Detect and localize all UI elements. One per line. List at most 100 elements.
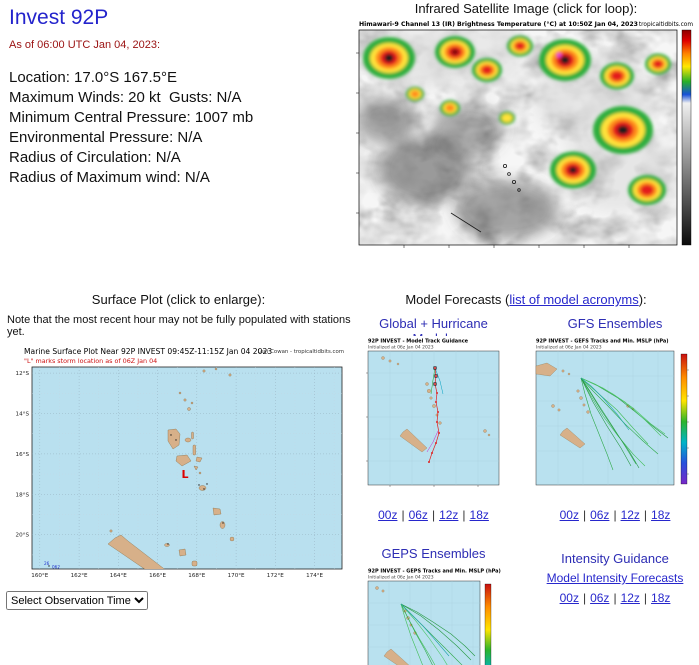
model-acronyms-link[interactable]: list of model acronyms — [509, 292, 639, 307]
geps-graphic: 92P INVEST - GEPS Tracks and Min. MSLP (… — [365, 566, 502, 665]
separator: | — [431, 508, 436, 522]
model-tracks — [426, 365, 444, 463]
svg-text:20°S: 20°S — [16, 533, 30, 539]
gefs-link-12z[interactable]: 12z — [620, 508, 640, 522]
intensity-link-18z[interactable]: 18z — [651, 591, 671, 605]
separator: | — [643, 508, 648, 522]
geps-colorbar — [484, 583, 492, 665]
track-land — [381, 356, 491, 453]
gefs-ensembles-image[interactable]: 92P INVEST - GEFS Tracks and Min. MSLP (… — [533, 336, 697, 498]
surface-axis-labels: 12°S 14°S 16°S 18°S 20°S 160°E 162°E 164… — [16, 371, 324, 579]
separator: | — [613, 508, 617, 522]
surface-map-credit: Levi Cowan - tropicaltidbits.com — [258, 349, 344, 355]
geps-grid — [368, 581, 480, 665]
surface-grid — [32, 367, 342, 569]
separator: | — [462, 508, 466, 522]
surface-map-title: Marine Surface Plot Near 92P INVEST 09:4… — [24, 347, 272, 356]
models-heading-suffix: ): — [638, 292, 647, 307]
intensity-link-00z[interactable]: 00z — [559, 591, 579, 605]
separator: | — [582, 508, 587, 522]
surface-plot-image[interactable]: Marine Surface Plot Near 92P INVEST 09:4… — [8, 345, 349, 585]
geps-tracks — [400, 603, 476, 665]
gefs-graphic: 92P INVEST - GEFS Tracks and Min. MSLP (… — [533, 336, 697, 498]
storm-info: Invest 92P As of 06:00 UTC Jan 04, 2023:… — [9, 6, 339, 188]
separator: | — [643, 591, 648, 605]
gefs-link-06z[interactable]: 06z — [590, 508, 610, 522]
satellite-heading: Infrared Satellite Image (click for loop… — [414, 1, 638, 16]
geps-img-init: Initialized at 06z Jan 04 2023 — [368, 575, 434, 581]
surface-land-islands — [107, 367, 235, 569]
satellite-ticks — [356, 52, 630, 248]
surface-map-subtitle: "L" marks storm location as of 06Z Jan 0… — [24, 357, 157, 365]
gefs-hour-links: 00z | 06z | 12z | 18z — [533, 508, 697, 522]
gefs-colorbar — [680, 353, 688, 485]
cloud-field — [359, 30, 677, 245]
separator: | — [582, 591, 587, 605]
svg-text:14°S: 14°S — [16, 412, 30, 418]
satellite-image-title: Himawari-9 Channel 13 (IR) Brightness Te… — [359, 20, 638, 28]
intensity-forecasts-link[interactable]: Model Intensity Forecasts — [546, 571, 684, 585]
track-link-06z[interactable]: 06z — [408, 508, 428, 522]
geps-img-title: 92P INVEST - GEPS Tracks and Min. MSLP (… — [368, 569, 501, 575]
intensity-forecasts-row: Model Intensity Forecasts — [533, 571, 697, 585]
models-heading-prefix: Model Forecasts ( — [405, 292, 510, 307]
svg-text:16°S: 16°S — [16, 452, 30, 458]
gefs-colorbar-ticks — [687, 369, 689, 475]
svg-text:168°E: 168°E — [188, 573, 205, 579]
svg-text:162°E: 162°E — [71, 573, 88, 579]
svg-text:160°E: 160°E — [31, 573, 48, 579]
satellite-frame — [358, 29, 678, 246]
gefs-panel-title: GFS Ensembles — [567, 316, 663, 331]
geps-ensembles-image[interactable]: 92P INVEST - GEPS Tracks and Min. MSLP (… — [365, 566, 502, 665]
storm-min-pressure: Minimum Central Pressure: 1007 mb — [9, 109, 254, 126]
gefs-link-18z[interactable]: 18z — [651, 508, 671, 522]
intensity-panel-title: Intensity Guidance — [561, 551, 669, 566]
svg-text:166°E: 166°E — [149, 573, 166, 579]
gefs-tracks — [580, 377, 669, 471]
as-of-timestamp: As of 06:00 UTC Jan 04, 2023: — [9, 39, 161, 51]
track-link-00z[interactable]: 00z — [378, 508, 398, 522]
svg-text:164°E: 164°E — [110, 573, 127, 579]
surface-ocean — [31, 366, 343, 570]
station-value: 062 — [52, 565, 60, 570]
gefs-link-00z[interactable]: 00z — [559, 508, 579, 522]
svg-text:170°E: 170°E — [228, 573, 245, 579]
intensity-link-06z[interactable]: 06z — [590, 591, 610, 605]
geps-ocean — [367, 580, 481, 665]
track-ticks — [366, 372, 479, 487]
storm-location: Location: 17.0°S 167.5°E — [9, 69, 177, 86]
track-hour-links: 00z | 06z | 12z | 18z — [365, 508, 502, 522]
track-guidance-graphic: 92P INVEST - Model Track Guidance Initia… — [365, 336, 502, 500]
track-img-init: Initialized at 06z Jan 04 2023 — [368, 345, 434, 351]
svg-text:174°E: 174°E — [306, 573, 323, 579]
separator: | — [401, 508, 405, 522]
satellite-image[interactable]: Himawari-9 Channel 13 (IR) Brightness Te… — [355, 18, 697, 261]
observation-time-select[interactable]: Select Observation Time... — [6, 591, 148, 610]
gefs-ocean — [535, 350, 675, 486]
intensity-link-12z[interactable]: 12z — [620, 591, 640, 605]
surface-plot-graphic: Marine Surface Plot Near 92P INVEST 09:4… — [8, 345, 349, 585]
intensity-hour-links: 00z | 06z | 12z | 18z — [533, 591, 697, 605]
station-value: 26 — [44, 561, 50, 566]
surface-note: Note that the most recent hour may not b… — [7, 314, 351, 338]
separator: | — [613, 591, 617, 605]
satellite-ir-graphic: Himawari-9 Channel 13 (IR) Brightness Te… — [355, 18, 697, 261]
storm-radius-circulation: Radius of Circulation: N/A — [9, 149, 181, 166]
track-img-title: 92P INVEST - Model Track Guidance — [368, 339, 469, 345]
svg-text:18°S: 18°S — [16, 492, 30, 498]
track-link-18z[interactable]: 18z — [469, 508, 489, 522]
svg-text:172°E: 172°E — [267, 573, 284, 579]
surface-heading: Surface Plot (click to enlarge): — [91, 292, 266, 307]
storm-radius-max-wind: Radius of Maximum wind: N/A — [9, 169, 210, 186]
storm-max-winds: Maximum Winds: 20 kt Gusts: N/A — [9, 89, 242, 106]
gefs-img-init: Initialized at 06z Jan 04 2023 — [536, 345, 602, 351]
gefs-land — [535, 362, 635, 449]
ir-colorbar — [681, 29, 692, 246]
geps-panel-title: GEPS Ensembles — [381, 546, 486, 561]
page-title: Invest 92P — [9, 6, 109, 29]
surface-stations: 26 062 — [44, 434, 224, 570]
storm-env-pressure: Environmental Pressure: N/A — [9, 129, 203, 146]
storm-marker-L: L — [181, 468, 188, 481]
track-guidance-image[interactable]: 92P INVEST - Model Track Guidance Initia… — [365, 336, 502, 500]
track-link-12z[interactable]: 12z — [439, 508, 459, 522]
